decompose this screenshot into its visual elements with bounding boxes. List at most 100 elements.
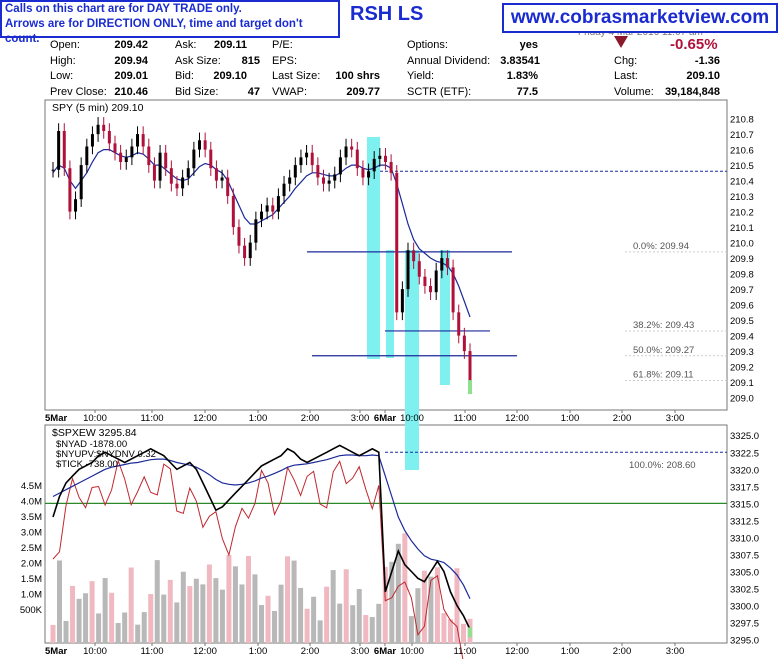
spy-price-body: [355, 149, 359, 169]
spxew-xtick: 3:00: [666, 646, 685, 657]
spy-price-body: [338, 157, 342, 175]
spy-price-body: [248, 242, 252, 259]
asksize-value: 815: [241, 55, 260, 67]
spy-price-body: [175, 183, 179, 189]
spy-price-body: [327, 180, 331, 184]
volume-bar: [206, 564, 212, 643]
volume-bar: [376, 603, 382, 643]
spy-price-body: [124, 157, 128, 162]
spy-xtick: 11:00: [453, 413, 476, 424]
spxew-ytick: 3312.5: [730, 516, 759, 527]
spy-ytick: 209.8: [730, 270, 754, 281]
spxew-title: $SPXEW 3295.84: [52, 427, 137, 439]
bid-label: Bid:: [175, 70, 194, 82]
low-value: 209.01: [114, 70, 148, 82]
volume-bar: [447, 619, 453, 643]
volume-bar: [167, 579, 173, 643]
volume-bar: [298, 587, 304, 643]
spy-price-body: [423, 276, 427, 286]
spy-price-body: [57, 131, 61, 170]
volume-bar: [102, 578, 108, 643]
volume-bar: [343, 569, 349, 643]
spxew-ytick: 3307.5: [730, 550, 759, 561]
spxew-ytick: 3305.0: [730, 567, 759, 578]
spxew-ytick: 3302.5: [730, 585, 759, 596]
volume-bar: [460, 623, 466, 643]
spy-xtick: 12:00: [505, 413, 529, 424]
options-value: yes: [519, 39, 538, 51]
volume-bar: [337, 603, 343, 643]
prevclose-label: Prev Close:: [50, 86, 107, 98]
spy-price-body: [265, 205, 269, 212]
spxew-ytick: 3310.0: [730, 533, 759, 544]
spy-price-body: [226, 177, 230, 197]
website-banner[interactable]: www.cobrasmarketview.com: [502, 3, 778, 33]
spy-xtick: 2:00: [613, 413, 632, 424]
spy-price-body: [158, 152, 162, 181]
volume-bar: [89, 581, 95, 643]
high-value: 209.94: [114, 55, 148, 67]
yield-value: 1.83%: [506, 70, 538, 82]
spxew-ytick: 3315.0: [730, 499, 759, 510]
spy-xtick: 3:00: [351, 413, 370, 424]
spy-last-marker: [468, 380, 472, 395]
spy-price-body: [383, 155, 387, 162]
spxew-xtick: 1:00: [249, 646, 268, 657]
notice-line-2: Arrows are for DIRECTION ONLY, time and …: [5, 18, 303, 45]
spy-ytick: 210.8: [730, 115, 754, 126]
spy-price-body: [85, 146, 89, 166]
fib-label: 50.0%: 209.27: [633, 345, 694, 356]
spxew-ytick: 3317.5: [730, 482, 759, 493]
volume-bar: [213, 578, 219, 643]
volume-bar: [291, 560, 297, 643]
spy-ytick: 210.3: [730, 192, 754, 203]
spy-ytick: 210.4: [730, 177, 754, 188]
spy-xtick: 11:00: [140, 413, 163, 424]
spy-price-body: [130, 146, 134, 158]
spy-price-body: [51, 169, 55, 171]
spy-ytick: 209.3: [730, 347, 754, 358]
volume-bar: [122, 612, 128, 643]
volume-bar: [226, 555, 232, 643]
volume-bar: [369, 616, 375, 643]
volume-bar: [363, 615, 369, 643]
spy-price-body: [344, 146, 348, 158]
spxew-xtick: 6Mar: [374, 646, 396, 657]
notice-line-1: Calls on this chart are for DAY TRADE on…: [5, 3, 242, 15]
low-label: Low:: [50, 70, 74, 82]
dividend-value: 3.83541: [500, 55, 540, 67]
volume-label: Volume:: [614, 86, 654, 98]
volume-bar: [272, 610, 278, 643]
spy-price-body: [96, 124, 100, 135]
spy-price-body: [74, 199, 78, 212]
spy-price-body: [198, 140, 202, 150]
signal-box: [386, 250, 394, 358]
spxew-ytick: 3295.0: [730, 636, 759, 647]
options-label: Options:: [407, 39, 448, 51]
spy-ytick: 210.1: [730, 223, 754, 234]
spy-price-body: [299, 157, 303, 166]
spy-price-body: [102, 124, 106, 131]
spy-price-body: [316, 165, 320, 178]
spy-price-body: [378, 155, 382, 159]
last-label: Last:: [614, 70, 638, 82]
volume-ytick: 3.5M: [21, 512, 42, 523]
spy-price-body: [400, 289, 404, 313]
spy-xtick: 12:00: [193, 413, 217, 424]
spxew-xtick: 11:00: [140, 646, 163, 657]
spxew-legend-item: $NYAD -1878.00: [56, 439, 127, 450]
fib-label: 100.0%: 208.60: [629, 460, 696, 471]
last-value: 209.10: [686, 70, 720, 82]
signal-box: [440, 250, 450, 385]
spy-price-body: [310, 152, 314, 166]
website-link[interactable]: www.cobrasmarketview.com: [510, 7, 770, 28]
quote-panel: Open: 209.42 High: 209.94 Low: 209.01 Pr…: [0, 0, 780, 100]
spy-price-body: [237, 227, 241, 246]
spxew-xtick: 3:00: [351, 646, 370, 657]
spy-price-body: [68, 168, 72, 212]
volume-bar: [415, 588, 421, 643]
spy-price-body: [220, 177, 224, 181]
spy-price-body: [321, 177, 325, 184]
volume-bar: [174, 602, 180, 643]
spy-price-body: [164, 152, 168, 169]
